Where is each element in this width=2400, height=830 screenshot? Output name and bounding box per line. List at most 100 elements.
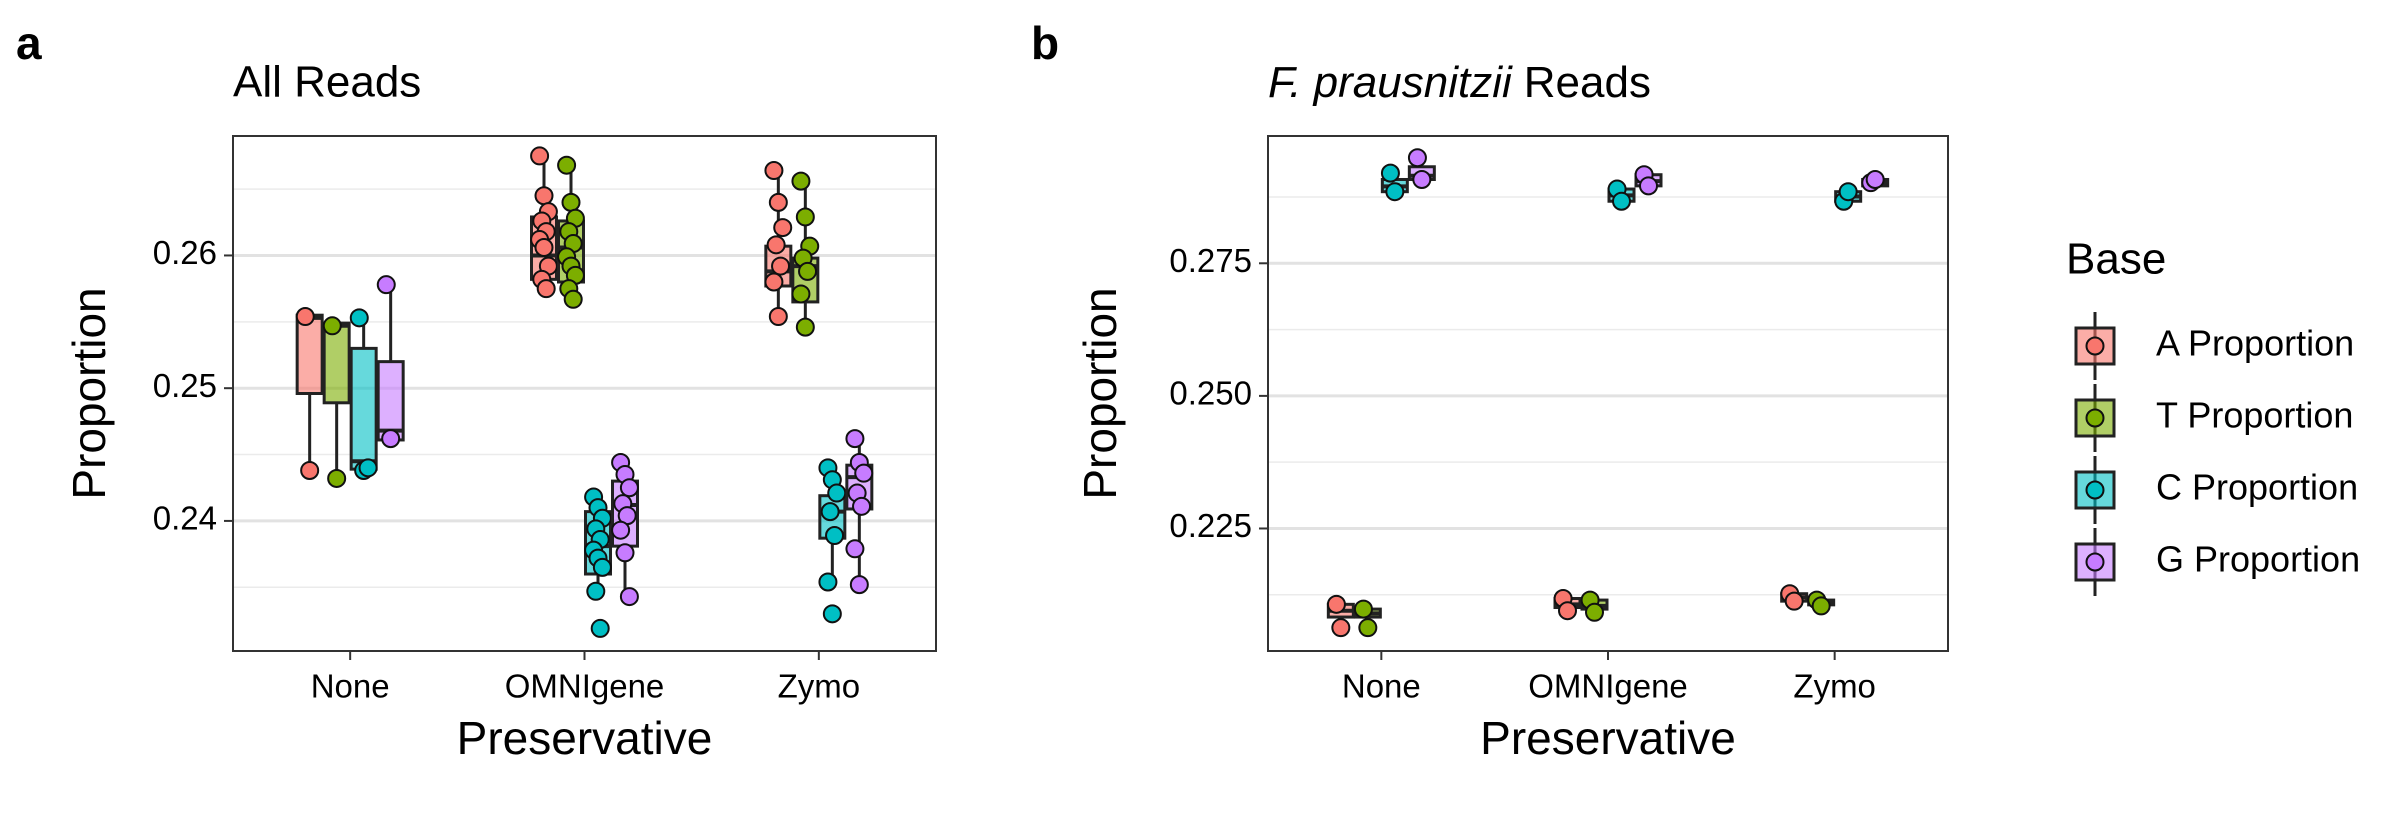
point [1380, 163, 1400, 183]
point [845, 429, 865, 449]
x-tick-label: Zymo [1793, 668, 1876, 705]
y-tick-label: 0.225 [1169, 507, 1252, 544]
point [1358, 618, 1378, 638]
legend-point [2085, 480, 2105, 500]
point [530, 146, 550, 166]
point [557, 155, 577, 175]
point [534, 186, 554, 206]
point [534, 237, 554, 257]
x-tick-label: None [1342, 668, 1421, 705]
point [845, 539, 865, 559]
box-group [557, 155, 585, 309]
box-group [1353, 599, 1382, 638]
point [798, 261, 818, 281]
point [827, 483, 847, 503]
box-group [791, 171, 820, 337]
point [327, 468, 347, 488]
box-group [1407, 148, 1436, 189]
box [322, 321, 351, 405]
point [1612, 191, 1631, 211]
box-group [1580, 590, 1609, 622]
panel-label: b [1031, 17, 1059, 69]
box-group [1834, 182, 1863, 211]
box-group [1780, 584, 1809, 611]
point [791, 284, 811, 304]
point [592, 557, 612, 577]
panel-label: a [16, 17, 42, 69]
point [1353, 599, 1373, 619]
point [1385, 182, 1405, 202]
point [590, 618, 610, 638]
box-group [764, 161, 793, 327]
x-tick-label: None [311, 668, 390, 705]
point [536, 279, 556, 299]
point [1865, 169, 1885, 189]
point [854, 463, 874, 483]
point [619, 478, 639, 498]
x-axis-title: Preservative [1480, 712, 1736, 764]
point [766, 235, 786, 255]
box-group [1607, 179, 1636, 211]
y-tick-label: 0.250 [1169, 375, 1252, 412]
box-group [1634, 165, 1663, 196]
title-part: Reads [1524, 58, 1651, 107]
point [795, 207, 815, 227]
box-group [1553, 588, 1582, 621]
y-tick-label: 0.24 [153, 500, 217, 537]
legend-label: G Proportion [2156, 539, 2360, 580]
point [771, 256, 791, 276]
point [1412, 169, 1432, 189]
point [619, 587, 639, 607]
point [586, 581, 606, 601]
point [376, 275, 396, 295]
point [1585, 602, 1604, 622]
point [768, 307, 788, 327]
point [563, 289, 583, 309]
point [295, 307, 315, 327]
point [1407, 148, 1427, 168]
legend-label: T Proportion [2156, 395, 2353, 436]
point [795, 317, 815, 337]
box-group [611, 453, 639, 607]
point [349, 308, 369, 328]
legend-title: Base [2066, 235, 2166, 284]
box-group [845, 429, 874, 595]
point [852, 496, 872, 516]
point [768, 192, 788, 212]
point [358, 458, 378, 478]
box-group [1807, 590, 1836, 616]
plot-border [1267, 135, 1949, 652]
point [764, 161, 784, 181]
legend-point [2085, 336, 2105, 356]
point [773, 218, 793, 238]
point [1331, 618, 1351, 638]
box-group [295, 307, 324, 480]
point [849, 575, 869, 595]
point [300, 460, 320, 480]
y-tick-label: 0.26 [153, 234, 217, 271]
legend-point [2085, 552, 2105, 572]
legend-label: A Proportion [2156, 323, 2354, 364]
point [1838, 182, 1858, 202]
chart-title: F. prausnitzii Reads [1268, 58, 1651, 107]
point [1326, 594, 1346, 614]
box-group [1326, 594, 1355, 638]
point [1784, 591, 1804, 611]
point [611, 520, 631, 540]
box [295, 313, 324, 395]
y-tick-label: 0.25 [153, 367, 217, 404]
box-group [1380, 163, 1409, 202]
legend-point [2085, 408, 2105, 428]
point [322, 316, 342, 336]
box-group [530, 146, 558, 299]
x-tick-label: Zymo [778, 668, 861, 705]
point [615, 543, 635, 563]
x-axis-title: Preservative [457, 712, 713, 764]
point [791, 171, 811, 191]
point [1639, 176, 1658, 196]
point [381, 429, 401, 449]
box-group [818, 458, 847, 624]
x-tick-label: OMNIgene [505, 668, 665, 705]
y-axis-title: Proportion [1074, 287, 1126, 499]
